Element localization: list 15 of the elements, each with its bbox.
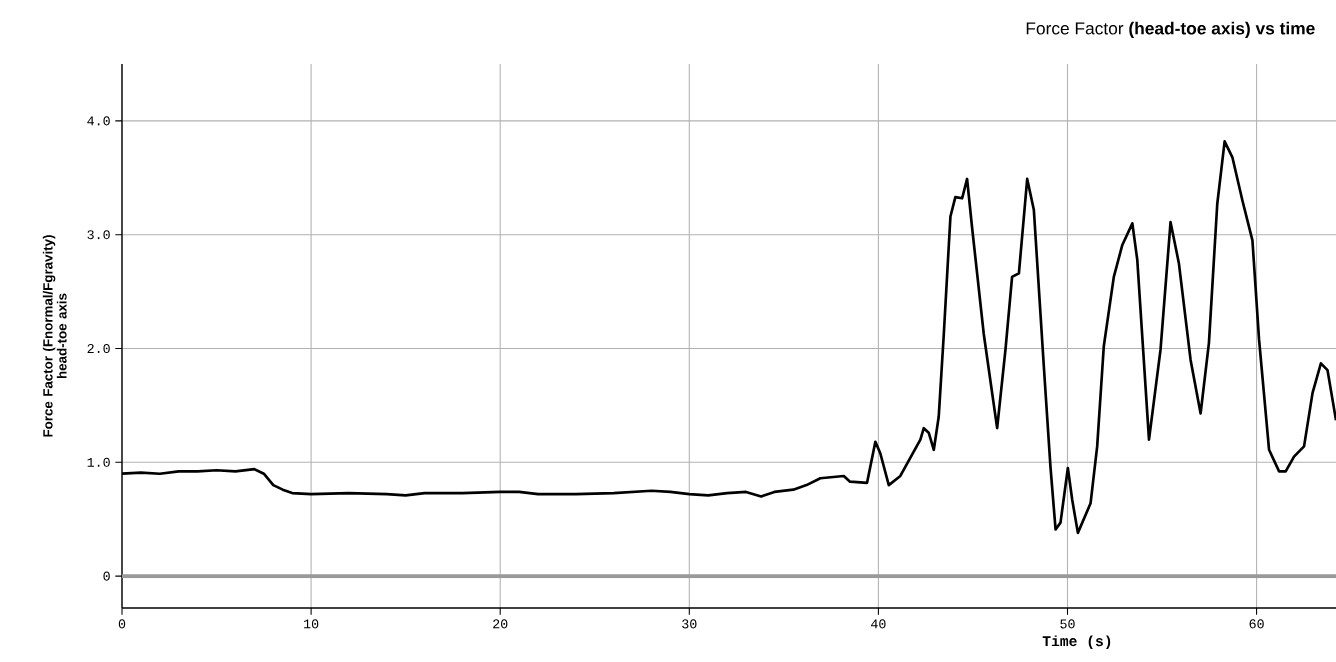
y-tick-label: 2.0	[87, 343, 110, 354]
chart-title: Force Factor (head-toe axis) vs time	[1026, 21, 1315, 38]
y-tick-label: 1.0	[87, 457, 110, 467]
x-tick-label: 20	[493, 619, 508, 629]
y-tick-label: 3.0	[87, 230, 110, 240]
x-tick-label: 10	[304, 619, 319, 629]
x-axis-title: Time (s)	[1042, 635, 1111, 650]
y-tick-label: 0	[103, 571, 110, 581]
x-tick-label: 40	[871, 619, 886, 629]
y-tick-label: 4.0	[87, 116, 110, 126]
x-tick-label: 50	[1060, 619, 1075, 629]
x-tick-label: 30	[682, 619, 697, 629]
y-axis-title: Force Factor (Fnormal/Fgravity) head-toe axis	[42, 235, 67, 437]
x-tick-label: 0	[118, 619, 126, 629]
x-tick-label: 60	[1249, 619, 1264, 629]
